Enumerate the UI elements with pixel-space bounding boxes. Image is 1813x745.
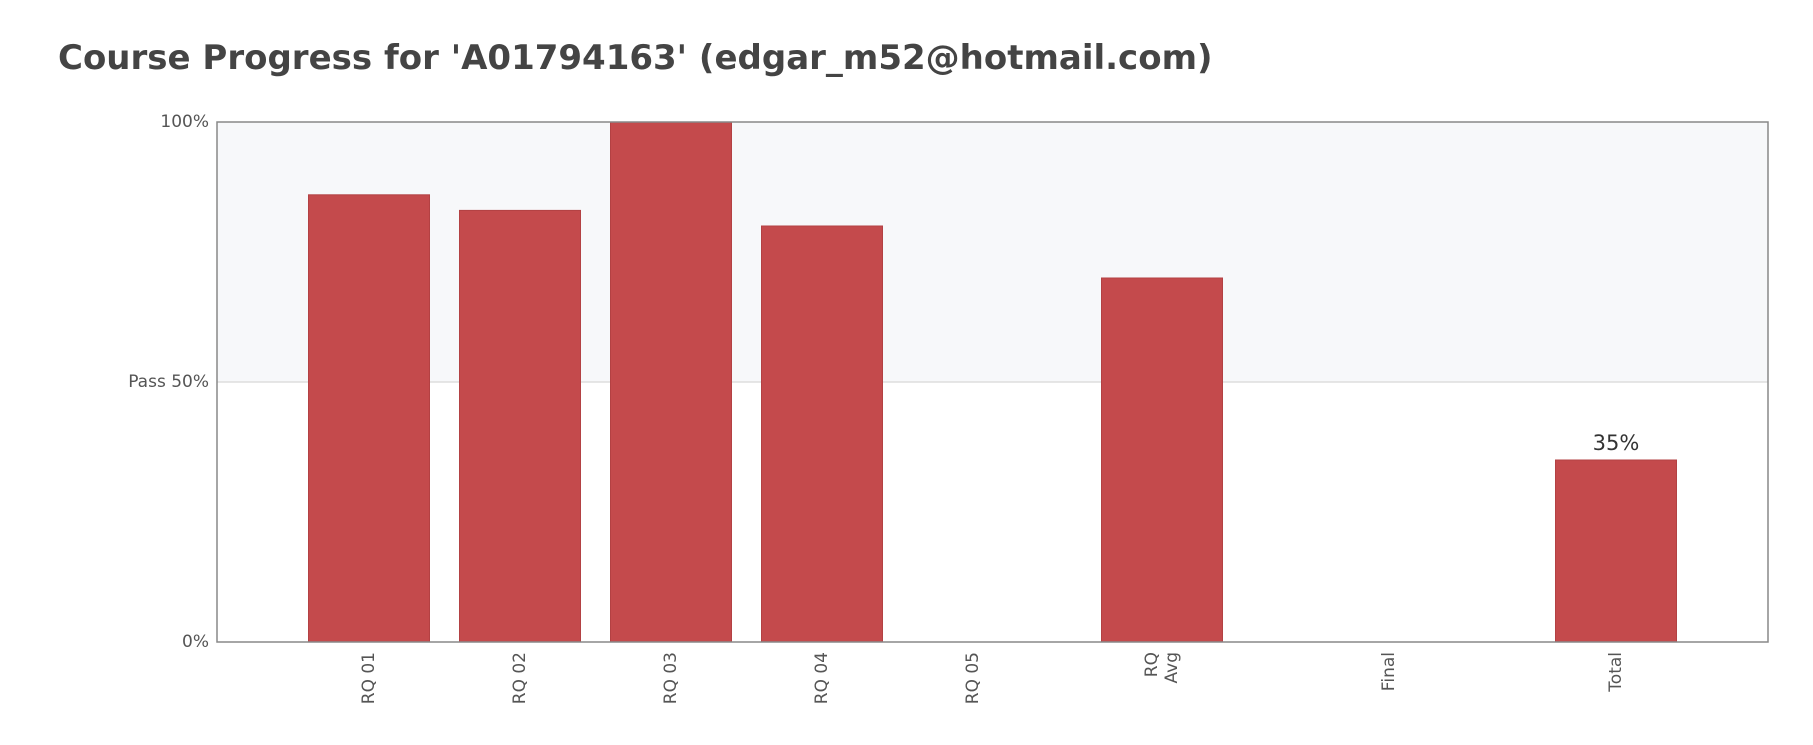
bar-rq-03 bbox=[610, 121, 732, 643]
x-category-label: RQ 03 bbox=[661, 652, 681, 704]
x-category-label: RQAvg bbox=[1142, 652, 1182, 684]
bar-rq-avg bbox=[1101, 277, 1223, 643]
x-category-label: RQ 05 bbox=[963, 652, 983, 704]
y-tick-label: 0% bbox=[182, 632, 209, 652]
x-category-label: Final bbox=[1379, 652, 1399, 691]
x-axis-labels: RQ 01 RQ 02 RQ 03 RQ 04 RQ 05 RQAvg Final Total bbox=[359, 652, 1626, 704]
x-category-label: RQ 02 bbox=[510, 652, 530, 704]
x-category-label: RQ 04 bbox=[812, 652, 832, 704]
data-labels: 35% bbox=[1593, 431, 1640, 455]
bar-rq-01 bbox=[308, 194, 430, 643]
chart-title: Course Progress for 'A01794163' (edgar_m… bbox=[58, 38, 1213, 78]
y-tick-label: 100% bbox=[160, 112, 209, 132]
bar-rq-04 bbox=[761, 225, 883, 643]
plot-frame bbox=[216, 121, 1769, 643]
y-tick-label: Pass 50% bbox=[128, 372, 209, 392]
y-axis-ticks: 0% Pass 50% 100% bbox=[128, 112, 209, 652]
bar-total bbox=[1555, 459, 1677, 643]
bar-series bbox=[308, 121, 1677, 643]
bar-data-label: 35% bbox=[1593, 431, 1640, 455]
bar-rq-02 bbox=[459, 209, 581, 643]
pass-zone-band bbox=[217, 122, 1768, 382]
x-category-label: Total bbox=[1606, 652, 1626, 693]
x-category-label: RQ 01 bbox=[359, 652, 379, 704]
